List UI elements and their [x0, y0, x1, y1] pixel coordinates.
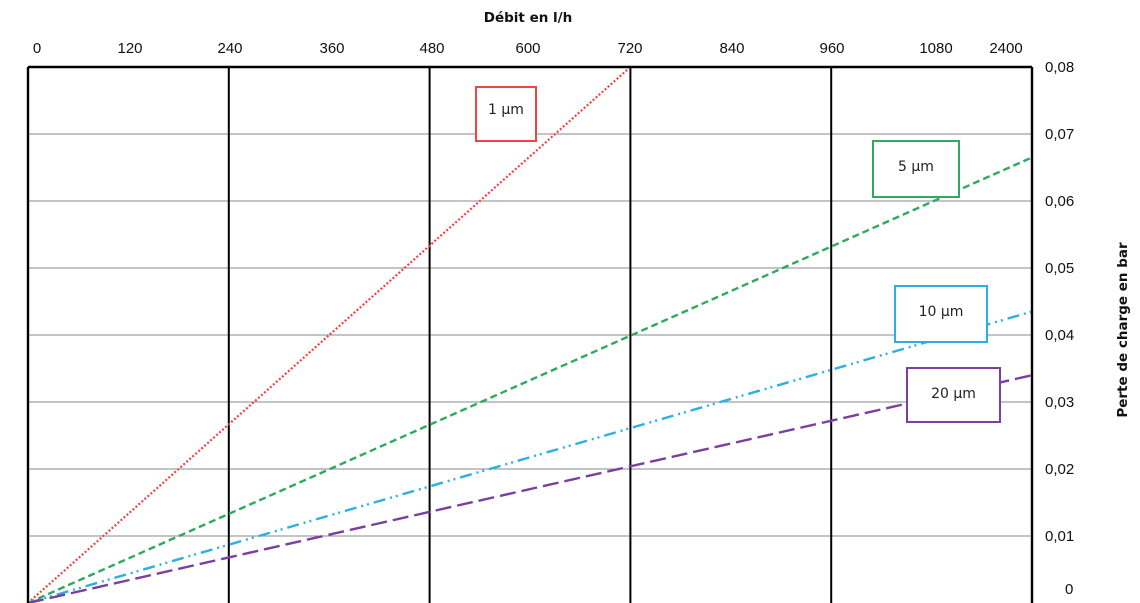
x-tick-label: 1080 — [919, 40, 952, 57]
x-tick-label: 0 — [33, 40, 41, 57]
x-tick-label: 360 — [319, 40, 344, 57]
y-tick-labels: 0 0,01 0,02 0,03 0,04 0,05 0,06 0,07 0,08 — [1045, 59, 1074, 598]
x-tick-label: 2400 — [989, 40, 1022, 57]
x-tick-label: 960 — [819, 40, 844, 57]
x-tick-label: 840 — [719, 40, 744, 57]
y-axis-title: Perte de charge en bar — [1115, 242, 1131, 418]
y-tick-label: 0,07 — [1045, 126, 1074, 143]
series-label-box-3 — [894, 285, 988, 343]
x-tick-label: 720 — [617, 40, 642, 57]
series-line-3 — [27, 310, 1033, 603]
x-tick-labels: 0 120 240 360 480 600 720 840 960 1080 2400 — [33, 40, 1023, 57]
series-label-3: 10 µm — [919, 304, 964, 320]
y-tick-label: 0,08 — [1045, 59, 1074, 76]
y-tick-label: 0,03 — [1045, 394, 1074, 411]
series-line-4 — [27, 374, 1033, 603]
x-axis-title: Débit en l/h — [484, 10, 572, 26]
y-tick-label: 0,06 — [1045, 193, 1074, 210]
x-tick-label: 480 — [419, 40, 444, 57]
series-label-box-1 — [475, 86, 537, 142]
series-label-2: 5 µm — [898, 159, 934, 175]
series-label-4: 20 µm — [931, 386, 976, 402]
series-labels: 1 µm 5 µm 10 µm 20 µm — [475, 86, 1001, 423]
y-tick-label: 0,01 — [1045, 528, 1074, 545]
series-label-box-2 — [872, 140, 960, 198]
y-tick-label: 0 — [1065, 581, 1073, 598]
y-tick-label: 0,05 — [1045, 260, 1074, 277]
grid — [28, 67, 1032, 603]
series-lines — [27, 66, 1033, 603]
series-line-2 — [27, 156, 1033, 603]
series-label-1: 1 µm — [488, 102, 524, 118]
y-tick-label: 0,04 — [1045, 327, 1074, 344]
series-label-box-4 — [906, 367, 1001, 423]
y-tick-label: 0,02 — [1045, 461, 1074, 478]
plot-frame — [26, 65, 1034, 603]
x-tick-label: 600 — [515, 40, 540, 57]
x-tick-label: 240 — [217, 40, 242, 57]
x-tick-label: 120 — [117, 40, 142, 57]
